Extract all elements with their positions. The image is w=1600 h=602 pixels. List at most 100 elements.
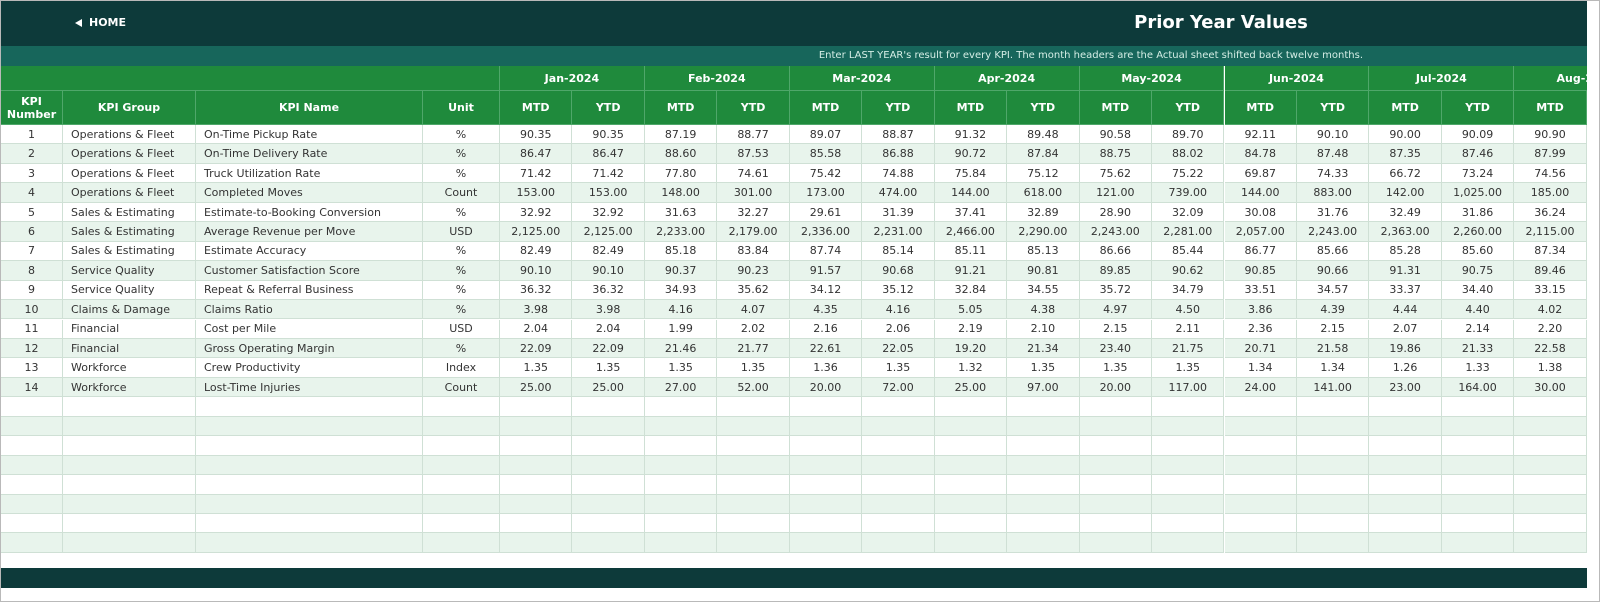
- table-cell: 85.14: [862, 241, 935, 262]
- empty-cell: [934, 436, 1008, 456]
- table-cell: USD: [423, 222, 500, 242]
- empty-cell: [1441, 533, 1515, 553]
- table-cell: 35.12: [862, 280, 935, 301]
- table-cell: 2,243.00: [1079, 222, 1153, 242]
- table-cell: 1.35: [1152, 358, 1225, 378]
- empty-cell: [196, 436, 423, 456]
- empty-cell: [1514, 475, 1587, 495]
- table-cell: 75.22: [1152, 163, 1225, 184]
- empty-cell: [196, 475, 423, 495]
- table-cell: 91.57: [789, 261, 863, 281]
- table-cell: On-Time Pickup Rate: [196, 125, 423, 145]
- table-cell: 474.00: [862, 183, 935, 203]
- empty-cell: [572, 416, 645, 437]
- empty-cell: [789, 455, 863, 476]
- empty-cell: [500, 416, 573, 437]
- table-cell: 90.58: [1079, 125, 1153, 145]
- table-cell: Claims & Damage: [63, 300, 196, 320]
- empty-cell: [1369, 514, 1442, 534]
- empty-cell: [196, 494, 423, 514]
- sub-header: YTD: [572, 91, 645, 125]
- empty-cell: [862, 416, 935, 437]
- table-cell: 32.09: [1152, 202, 1225, 223]
- table-cell: 4.07: [717, 300, 790, 320]
- table-cell: 153.00: [572, 183, 645, 203]
- table-cell: 19.20: [934, 338, 1008, 359]
- table-cell: 618.00: [1007, 183, 1080, 203]
- empty-cell: [644, 455, 718, 476]
- table-cell: 1.26: [1369, 358, 1442, 378]
- table-cell: Count: [423, 183, 500, 203]
- table-cell: 85.66: [1296, 241, 1370, 262]
- sub-header: MTD: [500, 91, 573, 125]
- table-cell: 1.35: [644, 358, 718, 378]
- empty-cell: [934, 494, 1008, 514]
- empty-cell: [572, 436, 645, 456]
- column-header: Unit: [423, 91, 500, 125]
- empty-cell: [423, 455, 500, 476]
- table-cell: 4.97: [1079, 300, 1153, 320]
- empty-cell: [1441, 494, 1515, 514]
- empty-cell: [1224, 494, 1297, 514]
- table-cell: 87.84: [1007, 144, 1080, 164]
- table-cell: 89.70: [1152, 125, 1225, 145]
- table-cell: 32.92: [500, 202, 573, 223]
- empty-cell: [1152, 455, 1225, 476]
- table-cell: 20.00: [789, 377, 863, 398]
- table-cell: 33.37: [1369, 280, 1442, 301]
- table-cell: 10: [1, 300, 63, 320]
- sub-header: YTD: [717, 91, 790, 125]
- table-cell: 90.10: [572, 261, 645, 281]
- table-cell: 31.63: [644, 202, 718, 223]
- table-cell: Estimate-to-Booking Conversion: [196, 202, 423, 223]
- empty-cell: [1296, 436, 1370, 456]
- empty-cell: [1079, 533, 1153, 553]
- empty-cell: [1296, 416, 1370, 437]
- sub-header: MTD: [1224, 91, 1297, 125]
- table-cell: 85.44: [1152, 241, 1225, 262]
- table-cell: 5: [1, 202, 63, 223]
- table-cell: 4.16: [862, 300, 935, 320]
- empty-cell: [1296, 397, 1370, 417]
- table-cell: 87.99: [1514, 144, 1587, 164]
- table-cell: 74.61: [717, 163, 790, 184]
- table-cell: 52.00: [717, 377, 790, 398]
- table-cell: 28.90: [1079, 202, 1153, 223]
- table-cell: 1.36: [789, 358, 863, 378]
- table-cell: 1.32: [934, 358, 1008, 378]
- home-icon[interactable]: [75, 19, 82, 27]
- empty-cell: [1007, 455, 1080, 476]
- empty-cell: [572, 475, 645, 495]
- table-cell: 148.00: [644, 183, 718, 203]
- sub-header: MTD: [1514, 91, 1587, 125]
- table-cell: Cost per Mile: [196, 319, 423, 339]
- empty-cell: [572, 397, 645, 417]
- table-cell: 90.90: [1514, 125, 1587, 145]
- empty-cell: [63, 494, 196, 514]
- table-cell: 37.41: [934, 202, 1008, 223]
- table-cell: 1.35: [1079, 358, 1153, 378]
- empty-cell: [196, 397, 423, 417]
- table-cell: 1.35: [862, 358, 935, 378]
- empty-cell: [934, 416, 1008, 437]
- table-cell: 144.00: [934, 183, 1008, 203]
- empty-cell: [1152, 533, 1225, 553]
- table-cell: 7: [1, 241, 63, 262]
- subtitle-bar: Enter LAST YEAR's result for every KPI. …: [1, 46, 1587, 66]
- empty-cell: [1224, 416, 1297, 437]
- empty-cell: [1007, 475, 1080, 495]
- empty-cell: [63, 436, 196, 456]
- table-cell: 164.00: [1441, 377, 1515, 398]
- home-button[interactable]: HOME: [89, 16, 127, 29]
- table-cell: 31.39: [862, 202, 935, 223]
- empty-cell: [1079, 494, 1153, 514]
- empty-cell: [423, 416, 500, 437]
- table-cell: 75.12: [1007, 163, 1080, 184]
- empty-cell: [1, 494, 63, 514]
- empty-cell: [934, 475, 1008, 495]
- table-cell: 87.74: [789, 241, 863, 262]
- empty-cell: [1079, 455, 1153, 476]
- table-cell: Lost-Time Injuries: [196, 377, 423, 398]
- empty-cell: [1, 397, 63, 417]
